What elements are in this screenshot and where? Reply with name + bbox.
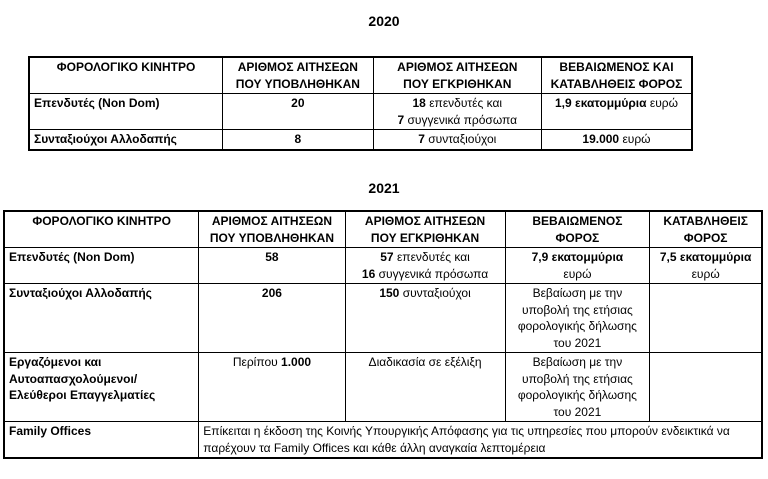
table-cell: 150 συνταξιούχοι xyxy=(344,283,506,353)
table-2021-title: 2021 xyxy=(368,180,400,196)
table-cell: 20 xyxy=(222,93,374,130)
table-cell: Συνταξιούχοι Αλλοδαπής xyxy=(28,129,224,150)
column-header: ΑΡΙΘΜΟΣ ΑΙΤΗΣΕΩΝ ΠΟΥ ΥΠΟΒΛΗΘΗΚΑΝ xyxy=(222,56,374,94)
table-cell: Επενδυτές (Non Dom) xyxy=(28,93,224,130)
column-header: ΦΟΡΟΛΟΓΙΚΟ ΚΙΝΗΤΡΟ xyxy=(28,56,224,94)
table-cell: 19.000 ευρώ xyxy=(540,129,693,150)
table-cell: Περίπου 1.000 xyxy=(198,352,346,422)
header-row: ΦΟΡΟΛΟΓΙΚΟ ΚΙΝΗΤΡΟ ΑΡΙΘΜΟΣ ΑΙΤΗΣΕΩΝ ΠΟΥ ΥΠ… xyxy=(28,56,693,94)
table-cell: 1,9 εκατομμύρια ευρώ xyxy=(540,93,693,130)
column-header: ΚΑΤΑΒΛΗΘΕΙΣ ΦΟΡΟΣ xyxy=(649,210,763,248)
tax-incentives-table-2021: ΦΟΡΟΛΟΓΙΚΟ ΚΙΝΗΤΡΟ ΑΡΙΘΜΟΣ ΑΙΤΗΣΕΩΝ ΠΟΥ ΥΠ… xyxy=(3,210,763,459)
table-cell: 8 xyxy=(222,129,374,150)
table-cell: 7 συνταξιούχοι xyxy=(372,129,542,150)
table-cell xyxy=(649,283,763,353)
table-cell: Διαδικασία σε εξέλιξη xyxy=(344,352,506,422)
column-header: ΒΕΒΑΙΩΜΕΝΟΣ ΦΟΡΟΣ xyxy=(504,210,651,248)
table-row: Συνταξιούχοι Αλλοδαπής 8 7 συνταξιούχοι 19.… xyxy=(28,129,693,150)
table-cell: 7,9 εκατομμύρια ευρώ xyxy=(504,247,651,284)
header-row: ΦΟΡΟΛΟΓΙΚΟ ΚΙΝΗΤΡΟ ΑΡΙΘΜΟΣ ΑΙΤΗΣΕΩΝ ΠΟΥ ΥΠ… xyxy=(3,210,763,248)
column-header: ΑΡΙΘΜΟΣ ΑΙΤΗΣΕΩΝ ΠΟΥ ΥΠΟΒΛΗΘΗΚΑΝ xyxy=(198,210,346,248)
table-row: Εργαζόμενοι και Αυτοαπασχολούμενοι/Ελεύθε… xyxy=(3,352,763,422)
column-header: ΑΡΙΘΜΟΣ ΑΙΤΗΣΕΩΝ ΠΟΥ ΕΓΚΡΙΘΗΚΑΝ xyxy=(372,56,542,94)
table-cell: 57 επενδυτές και 16 συγγενικά πρόσωπα xyxy=(344,247,506,284)
table-row: Family Offices Επίκειται η έκδοση της Κοι… xyxy=(3,421,763,459)
table-row: Συνταξιούχοι Αλλοδαπής 206 150 συνταξιούχο… xyxy=(3,283,763,353)
table-cell: 58 xyxy=(198,247,346,284)
table-cell: Συνταξιούχοι Αλλοδαπής xyxy=(3,283,200,353)
table-row: Επενδυτές (Non Dom) 58 57 επενδυτές και 16 … xyxy=(3,247,763,284)
table-row: Επενδυτές (Non Dom) 20 18 επενδυτές και 7 σ… xyxy=(28,93,693,130)
table-cell: Επίκειται η έκδοση της Κοινής Υπουργικής… xyxy=(198,421,763,459)
table-cell: Family Offices xyxy=(3,421,200,459)
table-cell: 7,5 εκατομμύρια ευρώ xyxy=(649,247,763,284)
table-cell: 18 επενδυτές και 7 συγγενικά πρόσωπα xyxy=(372,93,542,130)
table-cell: Βεβαίωση με την υποβολή της ετήσιας φορολο… xyxy=(504,283,651,353)
table-2020-title: 2020 xyxy=(368,13,400,29)
table-cell: Επενδυτές (Non Dom) xyxy=(3,247,200,284)
table-cell xyxy=(649,352,763,422)
column-header: ΦΟΡΟΛΟΓΙΚΟ ΚΙΝΗΤΡΟ xyxy=(3,210,200,248)
column-header: ΑΡΙΘΜΟΣ ΑΙΤΗΣΕΩΝ ΠΟΥ ΕΓΚΡΙΘΗΚΑΝ xyxy=(344,210,506,248)
tax-incentives-table-2020: ΦΟΡΟΛΟΓΙΚΟ ΚΙΝΗΤΡΟ ΑΡΙΘΜΟΣ ΑΙΤΗΣΕΩΝ ΠΟΥ ΥΠ… xyxy=(28,56,693,151)
column-header: ΒΕΒΑΙΩΜΕΝΟΣ ΚΑΙ ΚΑΤΑΒΛΗΘΕΙΣ ΦΟΡΟΣ xyxy=(540,56,693,94)
table-cell: Εργαζόμενοι και Αυτοαπασχολούμενοι/Ελεύθε… xyxy=(3,352,200,422)
table-cell: Βεβαίωση με την υποβολή της ετήσιας φορολο… xyxy=(504,352,651,422)
table-cell: 206 xyxy=(198,283,346,353)
